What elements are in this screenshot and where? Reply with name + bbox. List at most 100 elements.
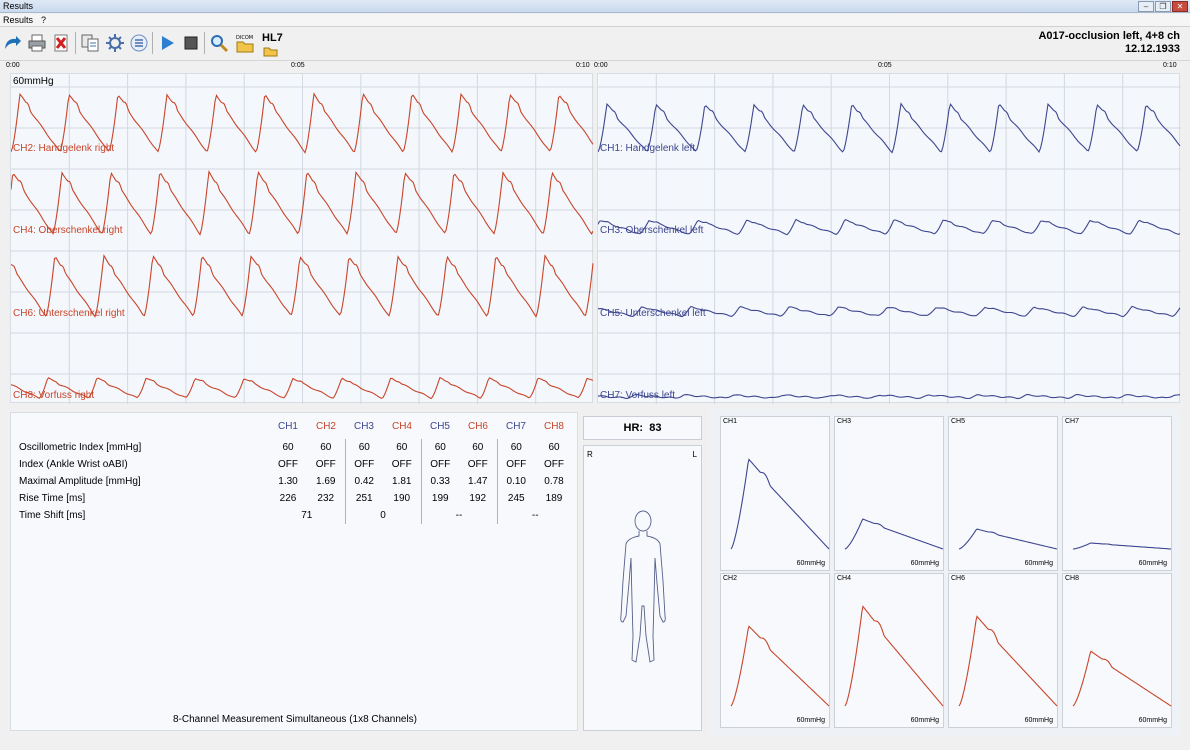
ruler-start-label: 0:00	[594, 62, 608, 69]
table-cell: 0.33	[420, 473, 459, 490]
header-ch2: CH2	[315, 421, 336, 432]
mini-label: CH4	[837, 575, 852, 582]
print-button[interactable]	[26, 32, 48, 54]
table-cell: 199	[420, 490, 459, 507]
mini-chart-ch6[interactable]: CH6 60mmHg	[948, 573, 1058, 728]
table-cell: 0.42	[344, 473, 383, 490]
close-button[interactable]: ✕	[1172, 1, 1188, 12]
mini-label: CH1	[723, 418, 738, 425]
mini-scale: 60mmHg	[1024, 717, 1053, 724]
pulse-detail-panel: CH1 60mmHg CH3 60mmHg CH5 60mmHg CH7 60m…	[709, 409, 1180, 736]
mini-scale: 60mmHg	[910, 717, 939, 724]
channel-label-ch4: CH4: Oberschenkel right	[13, 225, 123, 236]
mini-label: CH6	[951, 575, 966, 582]
list-button[interactable]	[128, 32, 150, 54]
channel-label-ch6: CH6: Unterschenkel right	[13, 308, 125, 319]
table-cell: 0	[344, 507, 421, 524]
table-row: Index (Ankle Wrist oABI) OFF OFF OFF OFF…	[19, 456, 573, 473]
settings-button[interactable]	[104, 32, 126, 54]
row-label: Oscillometric Index [mmHg]	[19, 442, 142, 453]
mini-chart-ch8[interactable]: CH8 60mmHg	[1062, 573, 1172, 728]
channel-label-ch8: CH8: Vorfuss right	[13, 390, 95, 401]
mini-scale: 60mmHg	[796, 560, 825, 567]
mini-label: CH7	[1065, 418, 1080, 425]
waveform-panel-left-side[interactable]: CH1: Handgelenk left CH3: Oberschenkel l…	[597, 73, 1181, 404]
hl7-label: HL7	[262, 32, 283, 44]
window-title: Results	[3, 1, 34, 11]
waveform-trace	[598, 393, 1180, 400]
gear-icon	[106, 34, 124, 52]
table-cell: OFF	[420, 456, 459, 473]
play-button[interactable]	[156, 32, 178, 54]
restore-button[interactable]: ❐	[1155, 1, 1171, 12]
table-cell: 1.47	[468, 476, 488, 487]
mini-chart-ch5[interactable]: CH5 60mmHg	[948, 416, 1058, 571]
table-cell: OFF	[315, 459, 336, 470]
table-cell: 1.69	[316, 476, 336, 487]
stop-button[interactable]	[180, 32, 202, 54]
channel-label-ch7: CH7: Vorfuss left	[600, 390, 676, 401]
magnifier-icon	[211, 35, 229, 53]
table-cell: 60	[548, 442, 560, 453]
mini-scale: 60mmHg	[910, 560, 939, 567]
table-row-timeshift: Time Shift [ms] 71 0 -- --	[19, 507, 573, 524]
dicom-button[interactable]: DICOM	[234, 32, 256, 54]
row-label: Rise Time [ms]	[19, 493, 86, 504]
mini-label: CH8	[1065, 575, 1080, 582]
header-ch6: CH6	[467, 421, 488, 432]
hr-label: HR:	[623, 422, 644, 434]
mini-trace	[1072, 650, 1172, 707]
mini-chart-ch3[interactable]: CH3 60mmHg	[834, 416, 944, 571]
table-cell: OFF	[344, 456, 383, 473]
table-cell: --	[496, 507, 573, 524]
heart-rate-panel: HR: 83	[583, 416, 702, 440]
right-side-label: R	[587, 450, 593, 459]
hl7-button[interactable]	[259, 36, 281, 58]
channel-label-ch3: CH3: Oberschenkel left	[600, 225, 704, 236]
zoom-button[interactable]	[208, 32, 230, 54]
mini-trace	[844, 605, 944, 707]
table-cell: --	[420, 507, 497, 524]
body-silhouette-icon	[620, 510, 666, 663]
mini-chart-ch1[interactable]: CH1 60mmHg	[720, 416, 830, 571]
minimize-button[interactable]: –	[1138, 1, 1154, 12]
list-icon	[130, 34, 148, 52]
table-cell: OFF	[496, 456, 535, 473]
copy-button[interactable]	[79, 32, 101, 54]
left-side-label: L	[692, 450, 697, 459]
mini-wave-ch5	[958, 528, 1058, 550]
table-cell: OFF	[544, 459, 564, 470]
mini-wave-ch3	[844, 518, 944, 550]
table-cell: 1.81	[392, 476, 412, 487]
time-ruler-left: 0:00 0:05 0:10	[0, 61, 592, 73]
mini-chart-ch2[interactable]: CH2 60mmHg	[720, 573, 830, 728]
table-cell: 71	[301, 510, 313, 521]
table-cell: 0.10	[496, 473, 535, 490]
table-cell: 251	[344, 490, 383, 507]
channel-label-ch2: CH2: Handgelenk right	[13, 143, 115, 154]
toolbar: DICOM	[0, 28, 1190, 61]
mini-chart-ch7[interactable]: CH7 60mmHg	[1062, 416, 1172, 571]
delete-button[interactable]	[50, 32, 72, 54]
mini-trace	[958, 528, 1058, 550]
back-button[interactable]	[1, 32, 23, 54]
mini-scale: 60mmHg	[1024, 560, 1053, 567]
table-cell: 60	[496, 439, 535, 456]
mini-trace	[1072, 542, 1172, 550]
menu-help[interactable]: ?	[41, 15, 47, 25]
hr-value: 83	[649, 422, 662, 434]
mini-chart-ch4[interactable]: CH4 60mmHg	[834, 573, 944, 728]
time-ruler-right: 0:00 0:05 0:10	[594, 61, 1190, 73]
waveform-panel-right-side[interactable]: 60mmHg CH2: Handgelenk right CH4: Obersc…	[10, 73, 594, 404]
waveform-trace	[598, 218, 1181, 236]
mini-label: CH3	[837, 418, 852, 425]
table-cell: 0.78	[544, 476, 564, 487]
table-cell: 232	[317, 493, 335, 504]
table-row: Maximal Amplitude [mmHg] 1.30 1.69 0.42 …	[19, 473, 573, 490]
mini-wave-ch8	[1072, 650, 1172, 707]
waveform-trace	[11, 92, 594, 154]
table-cell: 60	[320, 442, 332, 453]
menu-results[interactable]: Results	[3, 15, 34, 25]
mini-trace	[958, 615, 1058, 707]
measurement-table: CH1 CH2 CH3 CH4 CH5 CH6 CH7 CH8 Oscillom…	[19, 418, 573, 524]
